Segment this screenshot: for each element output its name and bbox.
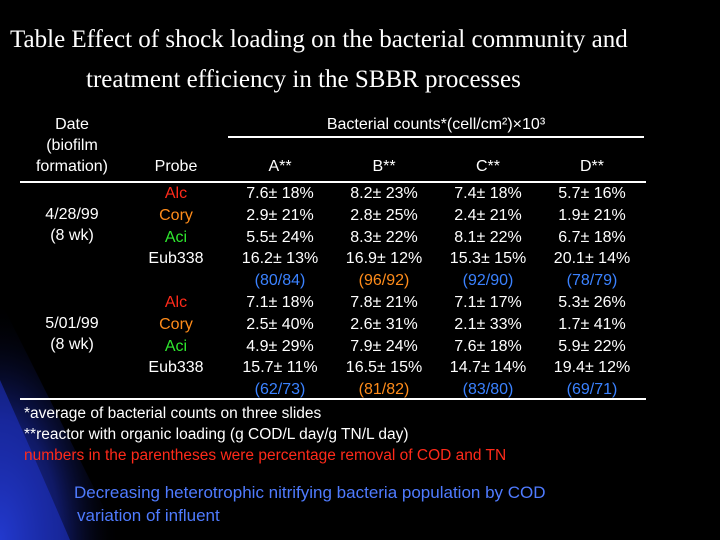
- group-2-removal-c: (83/80): [462, 381, 514, 399]
- group-2-removal-a: (62/73): [254, 381, 306, 399]
- group-2-aci-value-c: 7.6± 18%: [454, 337, 522, 355]
- group-1-removal-b: (96/92): [358, 272, 410, 290]
- group-2-alc-value-b: 7.8± 21%: [350, 294, 418, 311]
- group-1-alc-value-b: 8.2± 23%: [350, 185, 418, 202]
- group-1-cory-value-c: 2.4± 21%: [454, 206, 522, 224]
- group-1-aci-value-d: 6.7± 18%: [558, 228, 626, 246]
- group-1-removal-c: (92/90): [462, 272, 514, 290]
- group-2-cory-value-d: 1.7± 41%: [558, 315, 626, 333]
- conclusion-text: Decreasing heterotrophic nitrifying bact…: [74, 481, 546, 527]
- group-1-aci-value-a: 5.5± 24%: [246, 228, 314, 246]
- group-2-eub338-value-d: 19.4± 12%: [553, 359, 631, 377]
- title-line-1: Table Effect of shock loading on the bac…: [10, 26, 628, 53]
- group-2-alc-value-c: 7.1± 17%: [454, 294, 522, 311]
- group-1-probe-alc: Alc: [164, 185, 188, 202]
- group-2-aci-value-b: 7.9± 24%: [350, 337, 418, 355]
- group-2-probe-cory: Cory: [159, 315, 193, 333]
- group-2-aci-value-d: 5.9± 22%: [558, 337, 626, 355]
- group-2-cory-value-a: 2.5± 40%: [246, 315, 314, 333]
- bacterial-counts-table: Date (biofilm formation) Probe Bacterial…: [20, 112, 646, 402]
- date-header-line-2: (biofilm: [46, 137, 98, 154]
- group-1-aci-value-b: 8.3± 22%: [350, 228, 418, 246]
- group-2-aci-value-a: 4.9± 29%: [246, 337, 314, 355]
- group-2-removal-d: (69/71): [566, 381, 618, 399]
- group-1-probe-cory: Cory: [159, 206, 193, 224]
- group-1-aci-value-c: 8.1± 22%: [454, 228, 522, 246]
- group-2-alc-value-d: 5.3± 26%: [558, 294, 626, 311]
- column-header-d: D**: [579, 158, 604, 175]
- title-line-2: treatment efficiency in the SBBR process…: [86, 66, 521, 93]
- group-2-cory-value-b: 2.6± 31%: [350, 315, 418, 333]
- group-1-alc-value-c: 7.4± 18%: [454, 185, 522, 202]
- group-1-eub338-value-b: 16.9± 12%: [345, 250, 423, 268]
- group-2-date-line-1: 5/01/99: [45, 315, 99, 332]
- group-1-date-line-1: 4/28/99: [45, 206, 99, 223]
- group-1-alc-value-a: 7.6± 18%: [246, 185, 314, 202]
- group-1-eub338-value-d: 20.1± 14%: [553, 250, 631, 268]
- group-1-eub338-value-c: 15.3± 15%: [449, 250, 527, 268]
- group-2-cory-value-c: 2.1± 33%: [454, 315, 522, 333]
- group-1-removal-a: (80/84): [254, 272, 306, 290]
- group-1-probe-aci: Aci: [164, 228, 188, 246]
- group-2-date-line-2: (8 wk): [50, 336, 94, 353]
- group-1-removal-d: (78/79): [566, 272, 618, 290]
- conclusion-line-2: variation of influent: [77, 506, 220, 525]
- group-2-eub338-value-b: 16.5± 15%: [345, 359, 423, 377]
- group-1-alc-value-d: 5.7± 16%: [558, 185, 626, 202]
- group-1-cory-value-b: 2.8± 25%: [350, 206, 418, 224]
- group-1-eub338-value-a: 16.2± 13%: [241, 250, 319, 268]
- footnote-removal: numbers in the parentheses were percenta…: [24, 447, 507, 464]
- counts-header: Bacterial counts*(cell/cm²)×10³: [326, 116, 546, 133]
- table-bottom-rule: [20, 398, 646, 400]
- date-header-line-1: Date: [55, 116, 89, 133]
- group-2-probe-aci: Aci: [164, 337, 188, 355]
- group-2-removal-b: (81/82): [358, 381, 410, 399]
- group-2-probe-alc: Alc: [164, 294, 188, 311]
- group-2-eub338-value-c: 14.7± 14%: [449, 359, 527, 377]
- column-header-c: C**: [475, 158, 500, 175]
- column-header-b: B**: [372, 158, 396, 175]
- group-1-cory-value-d: 1.9± 21%: [558, 206, 626, 224]
- group-2-eub338-value-a: 15.7± 11%: [242, 359, 318, 377]
- conclusion-line-1: Decreasing heterotrophic nitrifying bact…: [74, 483, 546, 502]
- probe-header: Probe: [154, 158, 198, 175]
- group-1-cory-value-a: 2.9± 21%: [246, 206, 314, 224]
- date-header-line-3: formation): [35, 158, 109, 175]
- slide-title: Table Effect of shock loading on the bac…: [10, 20, 628, 100]
- group-1-probe-eub338: Eub338: [148, 250, 204, 268]
- group-1-date-line-2: (8 wk): [50, 227, 94, 244]
- group-2-probe-eub338: Eub338: [148, 359, 204, 377]
- column-header-a: A**: [268, 158, 292, 175]
- footnote-reactor: **reactor with organic loading (g COD/L …: [24, 426, 409, 443]
- group-2-alc-value-a: 7.1± 18%: [246, 294, 314, 311]
- header-rule: [228, 136, 644, 138]
- footnote-average: *average of bacterial counts on three sl…: [24, 405, 322, 422]
- header-bottom-rule: [20, 181, 646, 183]
